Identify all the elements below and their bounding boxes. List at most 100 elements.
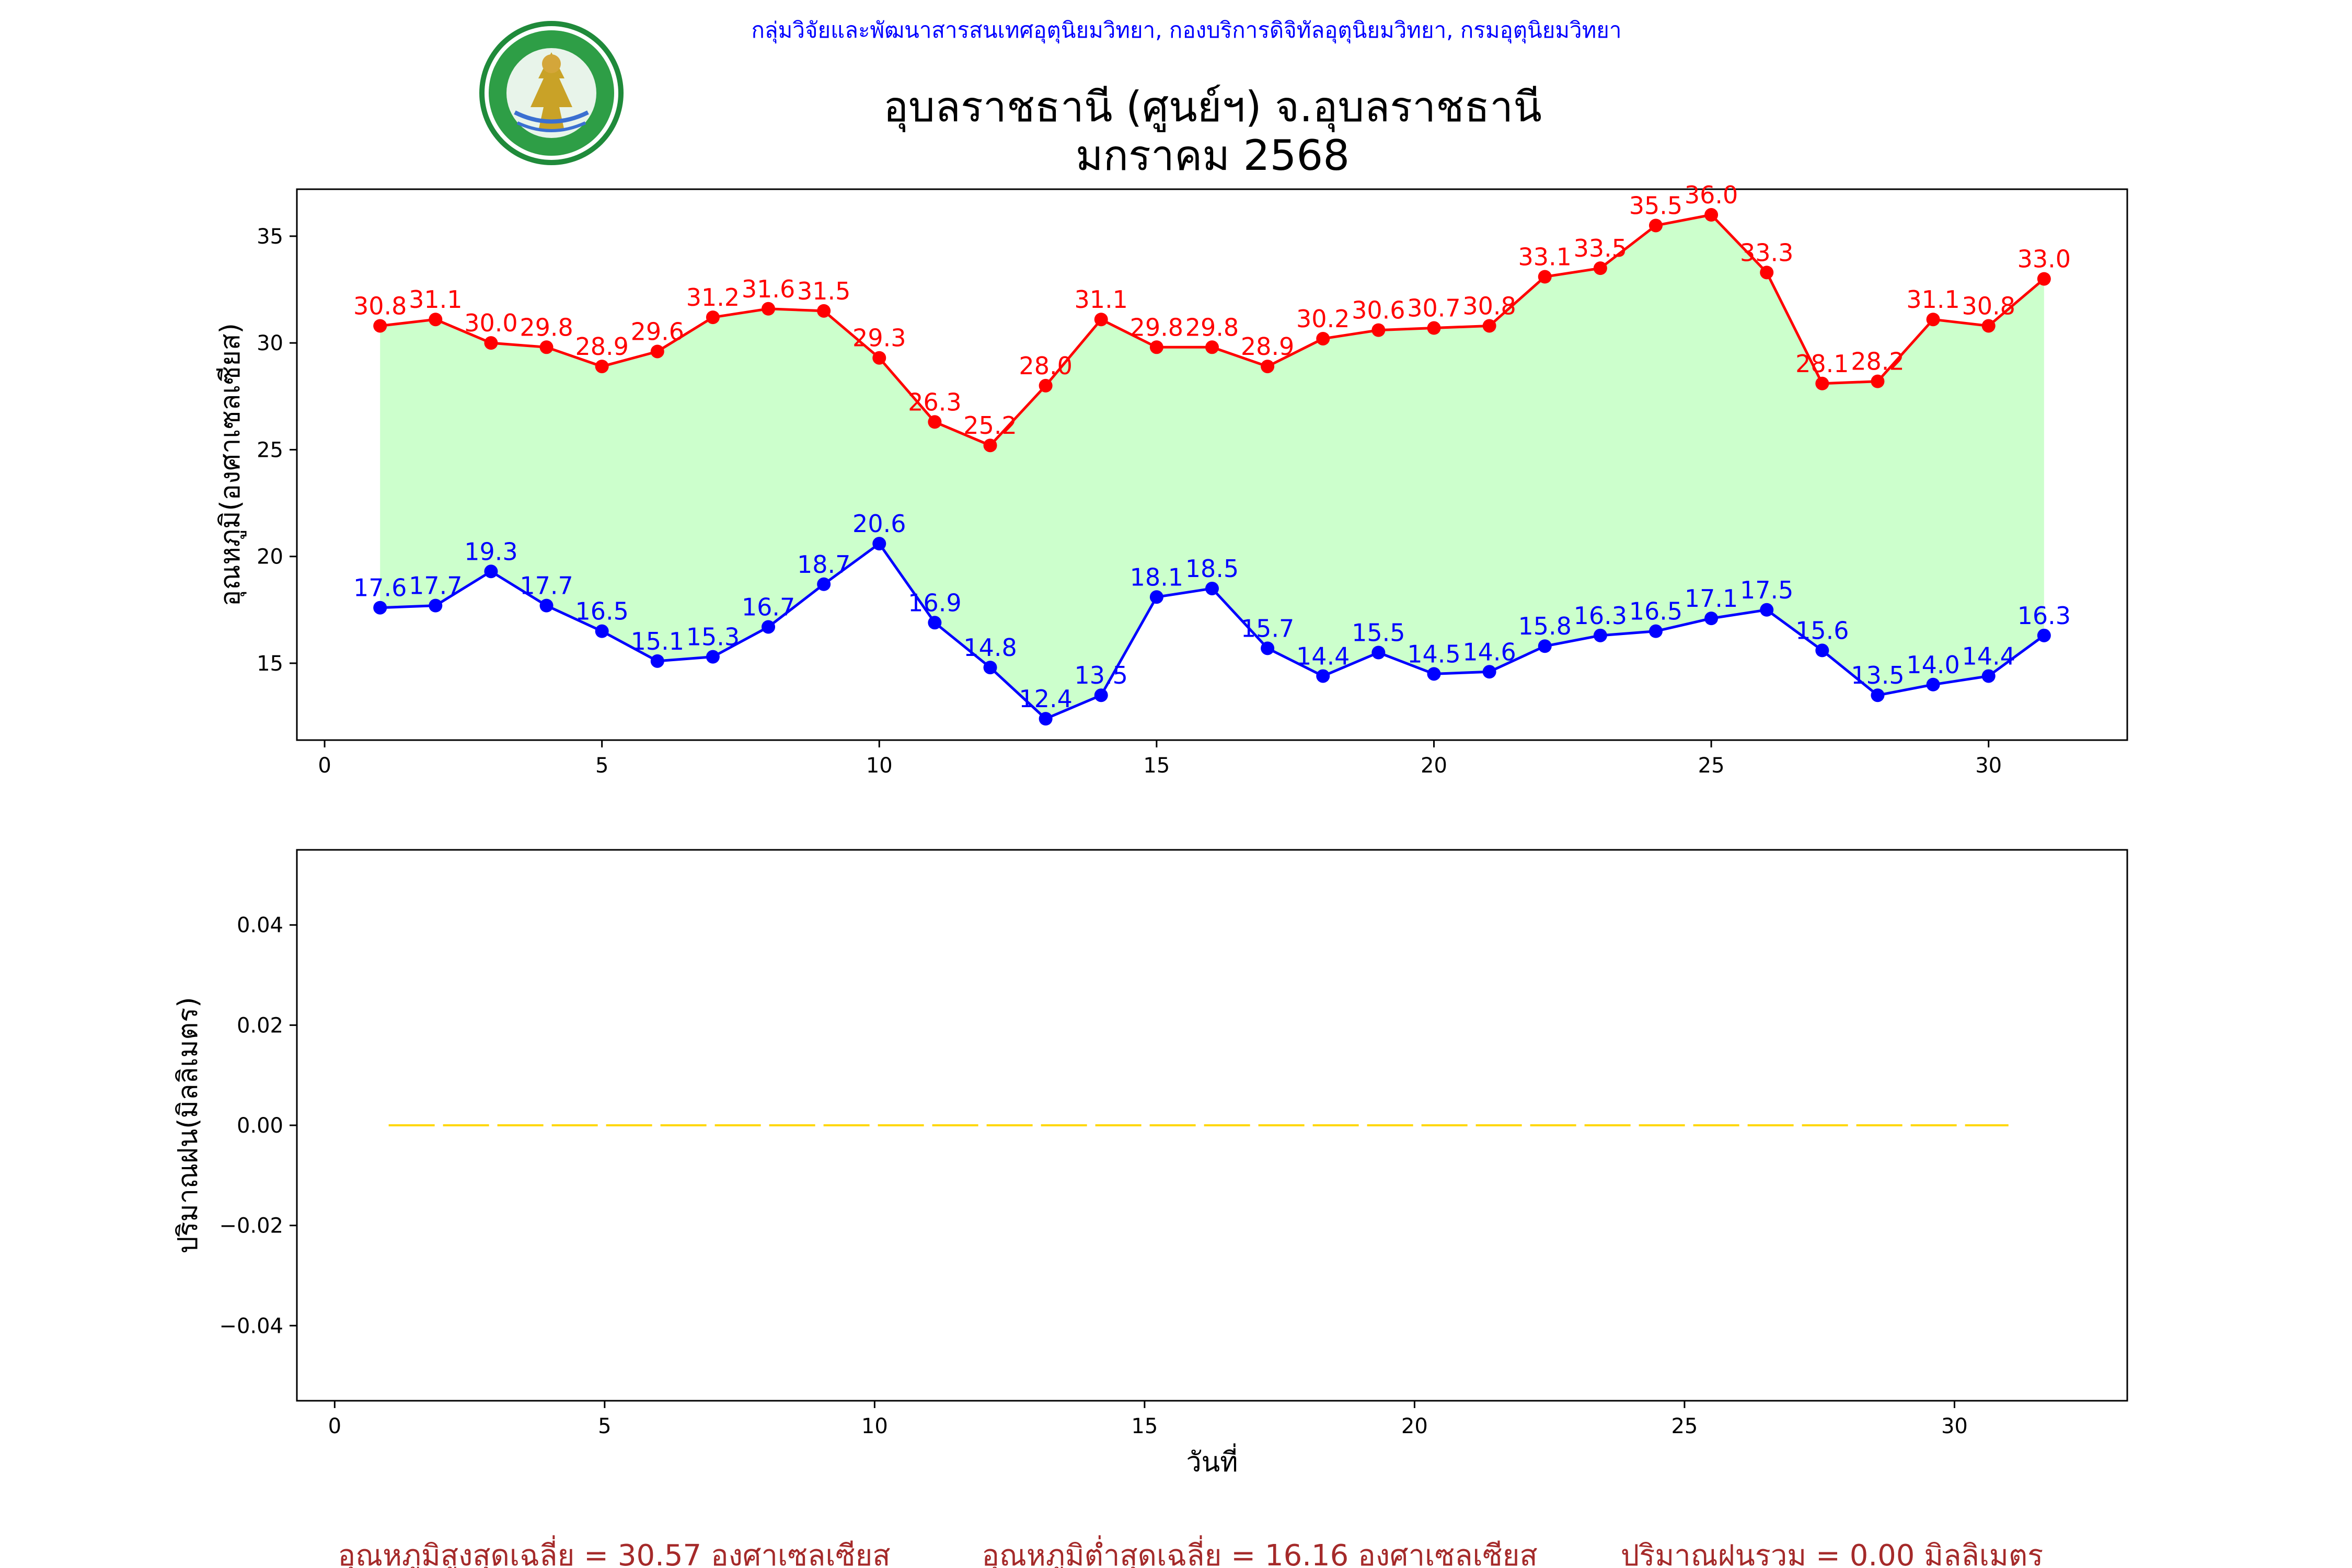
footer-average-max: อุณหภูมิสูงสุดเฉลี่ย = 30.57 องศาเซลเซีย… <box>338 1535 890 1568</box>
max-temperature-point <box>762 302 776 316</box>
min-temperature-point <box>650 654 664 668</box>
rainfall-x-tick-label: 25 <box>1671 1414 1698 1438</box>
min-temperature-data-label: 15.5 <box>1352 619 1405 647</box>
max-temperature-point <box>1261 360 1275 374</box>
max-temperature-point <box>1094 313 1108 327</box>
min-temperature-point <box>1427 667 1441 681</box>
max-temperature-data-label: 25.2 <box>963 411 1017 440</box>
max-temperature-point <box>1981 319 1996 333</box>
min-temperature-point <box>762 620 776 634</box>
max-temperature-data-label: 36.0 <box>1685 181 1738 209</box>
rainfall-x-tick-label: 5 <box>598 1414 611 1438</box>
min-temperature-point <box>484 564 498 579</box>
min-temperature-data-label: 15.6 <box>1795 616 1849 644</box>
max-temperature-data-label: 31.1 <box>1906 285 1959 314</box>
max-temperature-data-label: 31.1 <box>409 285 462 314</box>
max-temperature-data-label: 29.8 <box>520 313 573 341</box>
temperature-x-tick-label: 15 <box>1143 754 1170 778</box>
min-temperature-point <box>2037 628 2051 642</box>
min-temperature-data-label: 16.3 <box>2017 602 2071 630</box>
min-temperature-data-label: 14.4 <box>1962 642 2015 670</box>
min-temperature-data-label: 17.7 <box>520 572 573 600</box>
max-temperature-point <box>1926 313 1940 327</box>
rainfall-x-tick-label: 15 <box>1131 1414 1158 1438</box>
min-temperature-point <box>1149 590 1163 604</box>
temperature-x-tick-label: 25 <box>1698 754 1725 778</box>
min-temperature-data-label: 17.5 <box>1740 576 1793 604</box>
min-temperature-data-label: 13.5 <box>1075 661 1128 689</box>
max-temperature-point <box>1538 270 1552 284</box>
min-temperature-data-label: 14.0 <box>1906 651 1959 679</box>
max-temperature-data-label: 30.8 <box>1962 292 2015 320</box>
max-temperature-data-label: 31.1 <box>1075 285 1128 314</box>
chart-title-line1: อุบลราชธานี (ศูนย์ฯ) จ.อุบลราชธานี <box>883 83 1542 132</box>
temperature-y-tick-label: 20 <box>257 545 283 569</box>
min-temperature-point <box>429 598 443 613</box>
min-temperature-point <box>1815 643 1829 658</box>
max-temperature-data-label: 28.1 <box>1795 350 1849 378</box>
max-temperature-point <box>1316 331 1330 345</box>
min-temperature-data-label: 18.5 <box>1185 555 1239 583</box>
rainfall-x-tick-label: 0 <box>328 1414 341 1438</box>
rainfall-y-tick-label: −0.04 <box>219 1314 283 1338</box>
min-temperature-data-label: 12.4 <box>1019 685 1072 713</box>
max-temperature-data-label: 33.3 <box>1740 238 1793 267</box>
max-temperature-data-label: 29.8 <box>1130 313 1183 341</box>
min-temperature-point <box>1261 641 1275 655</box>
min-temperature-data-label: 15.7 <box>1241 614 1294 642</box>
min-temperature-point <box>1926 677 1940 691</box>
max-temperature-point <box>1760 266 1774 280</box>
min-temperature-point <box>1371 645 1386 660</box>
rainfall-y-axis-label: ปริมาณฝน(มิลลิเมตร) <box>172 997 204 1253</box>
max-temperature-data-label: 30.0 <box>464 309 517 337</box>
rainfall-x-tick-label: 30 <box>1941 1414 1968 1438</box>
min-temperature-data-label: 15.3 <box>686 623 740 651</box>
min-temperature-point <box>1205 581 1219 595</box>
rainfall-y-tick-label: 0.02 <box>237 1013 283 1037</box>
max-temperature-data-label: 28.2 <box>1851 348 1904 376</box>
temperature-x-tick-label: 5 <box>595 754 608 778</box>
temperature-x-tick-label: 20 <box>1421 754 1447 778</box>
max-temperature-data-label: 29.8 <box>1185 313 1239 341</box>
max-temperature-data-label: 31.6 <box>742 275 795 303</box>
max-temperature-point <box>817 304 831 318</box>
min-temperature-data-label: 18.1 <box>1130 563 1183 591</box>
rainfall-y-tick-label: 0.00 <box>237 1114 283 1138</box>
organization-line: กลุ่มวิจัยและพัฒนาสารสนเทศอุตุนิยมวิทยา,… <box>751 17 1621 44</box>
max-temperature-data-label: 35.5 <box>1629 191 1682 220</box>
min-temperature-point <box>1648 624 1663 638</box>
min-temperature-data-label: 17.6 <box>353 574 407 602</box>
min-temperature-data-label: 13.5 <box>1851 661 1904 689</box>
temperature-x-tick-label: 0 <box>318 754 331 778</box>
min-temperature-data-label: 16.5 <box>1629 597 1682 626</box>
min-temperature-data-label: 20.6 <box>852 510 906 538</box>
min-temperature-point <box>1593 628 1607 642</box>
max-temperature-point <box>1039 378 1053 393</box>
max-temperature-point <box>650 344 664 359</box>
department-logo <box>479 21 624 165</box>
footer-average-min: อุณหภูมิต่ำสุดเฉลี่ย = 16.16 องศาเซลเซีย… <box>982 1535 1537 1568</box>
min-temperature-data-label: 16.3 <box>1574 602 1627 630</box>
max-temperature-point <box>484 336 498 350</box>
temperature-y-tick-label: 15 <box>257 652 283 676</box>
rainfall-x-axis-label: วันที่ <box>1186 1443 1238 1478</box>
max-temperature-point <box>1593 261 1607 275</box>
temperature-fill-area <box>380 215 2044 719</box>
max-temperature-data-label: 30.7 <box>1407 294 1460 322</box>
min-temperature-point <box>1482 665 1496 679</box>
max-temperature-point <box>1704 208 1719 222</box>
max-temperature-data-label: 31.5 <box>797 277 850 305</box>
min-temperature-data-label: 14.5 <box>1407 640 1460 668</box>
rainfall-y-tick-label: 0.04 <box>237 914 283 938</box>
min-temperature-data-label: 15.8 <box>1518 612 1572 640</box>
max-temperature-point <box>872 351 886 365</box>
min-temperature-data-label: 14.6 <box>1462 638 1516 666</box>
rainfall-y-tick-label: −0.02 <box>219 1214 283 1238</box>
max-temperature-point <box>373 319 387 333</box>
max-temperature-point <box>983 439 997 453</box>
max-temperature-data-label: 26.3 <box>908 388 961 416</box>
min-temperature-point <box>373 601 387 615</box>
min-temperature-point <box>1316 669 1330 683</box>
temperature-y-tick-label: 25 <box>257 438 283 462</box>
